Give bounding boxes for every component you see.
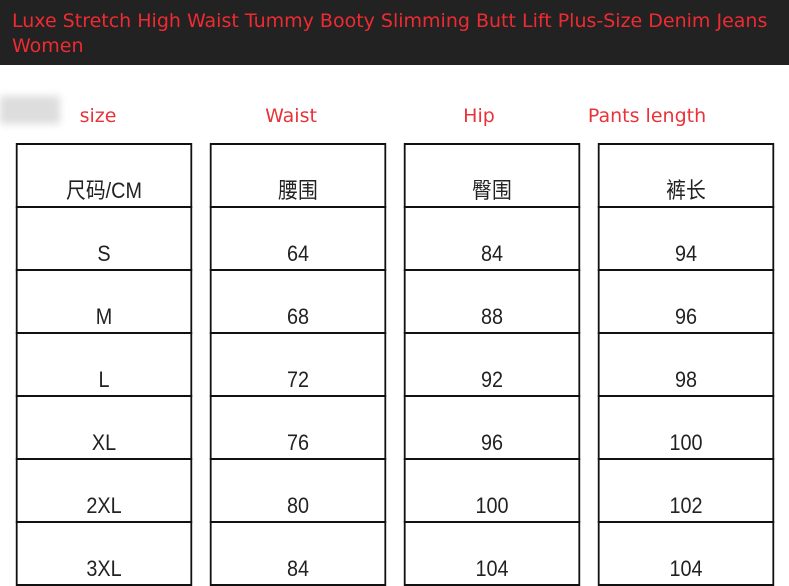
table-cell: 96	[597, 269, 775, 334]
table-cell: 98	[597, 332, 775, 397]
table-cell: S	[15, 206, 193, 271]
header-cell: 臀围	[403, 143, 581, 208]
column-label: size	[79, 105, 117, 127]
header-cell: 腰围	[209, 143, 387, 208]
table-cell: 104	[597, 521, 775, 586]
table-cell: 80	[209, 458, 387, 523]
table-cell: 3XL	[15, 521, 193, 586]
table-cell: 2XL	[15, 458, 193, 523]
table-cell: 96	[403, 395, 581, 460]
table-cell: 84	[403, 206, 581, 271]
blurred-logo	[0, 96, 60, 124]
table-cell: 68	[209, 269, 387, 334]
table-cell: XL	[15, 395, 193, 460]
table-cell: 72	[209, 332, 387, 397]
table-cell: 88	[403, 269, 581, 334]
column-label: Pants length	[587, 105, 707, 127]
product-title: Luxe Stretch High Waist Tummy Booty Slim…	[12, 10, 768, 57]
column-label: Hip	[463, 105, 495, 127]
table-cell: L	[15, 332, 193, 397]
title-bar: Luxe Stretch High Waist Tummy Booty Slim…	[0, 0, 789, 65]
table-cell: 100	[403, 458, 581, 523]
header-cell: 尺码/CM	[15, 143, 193, 208]
column-label: Waist	[265, 105, 317, 127]
table-cell: 100	[597, 395, 775, 460]
table-cell: 102	[597, 458, 775, 523]
table-cell: M	[15, 269, 193, 334]
table-cell: 104	[403, 521, 581, 586]
header-cell: 裤长	[597, 143, 775, 208]
table-cell: 64	[209, 206, 387, 271]
table-cell: 76	[209, 395, 387, 460]
table-cell: 94	[597, 206, 775, 271]
table-cell: 84	[209, 521, 387, 586]
table-cell: 92	[403, 332, 581, 397]
